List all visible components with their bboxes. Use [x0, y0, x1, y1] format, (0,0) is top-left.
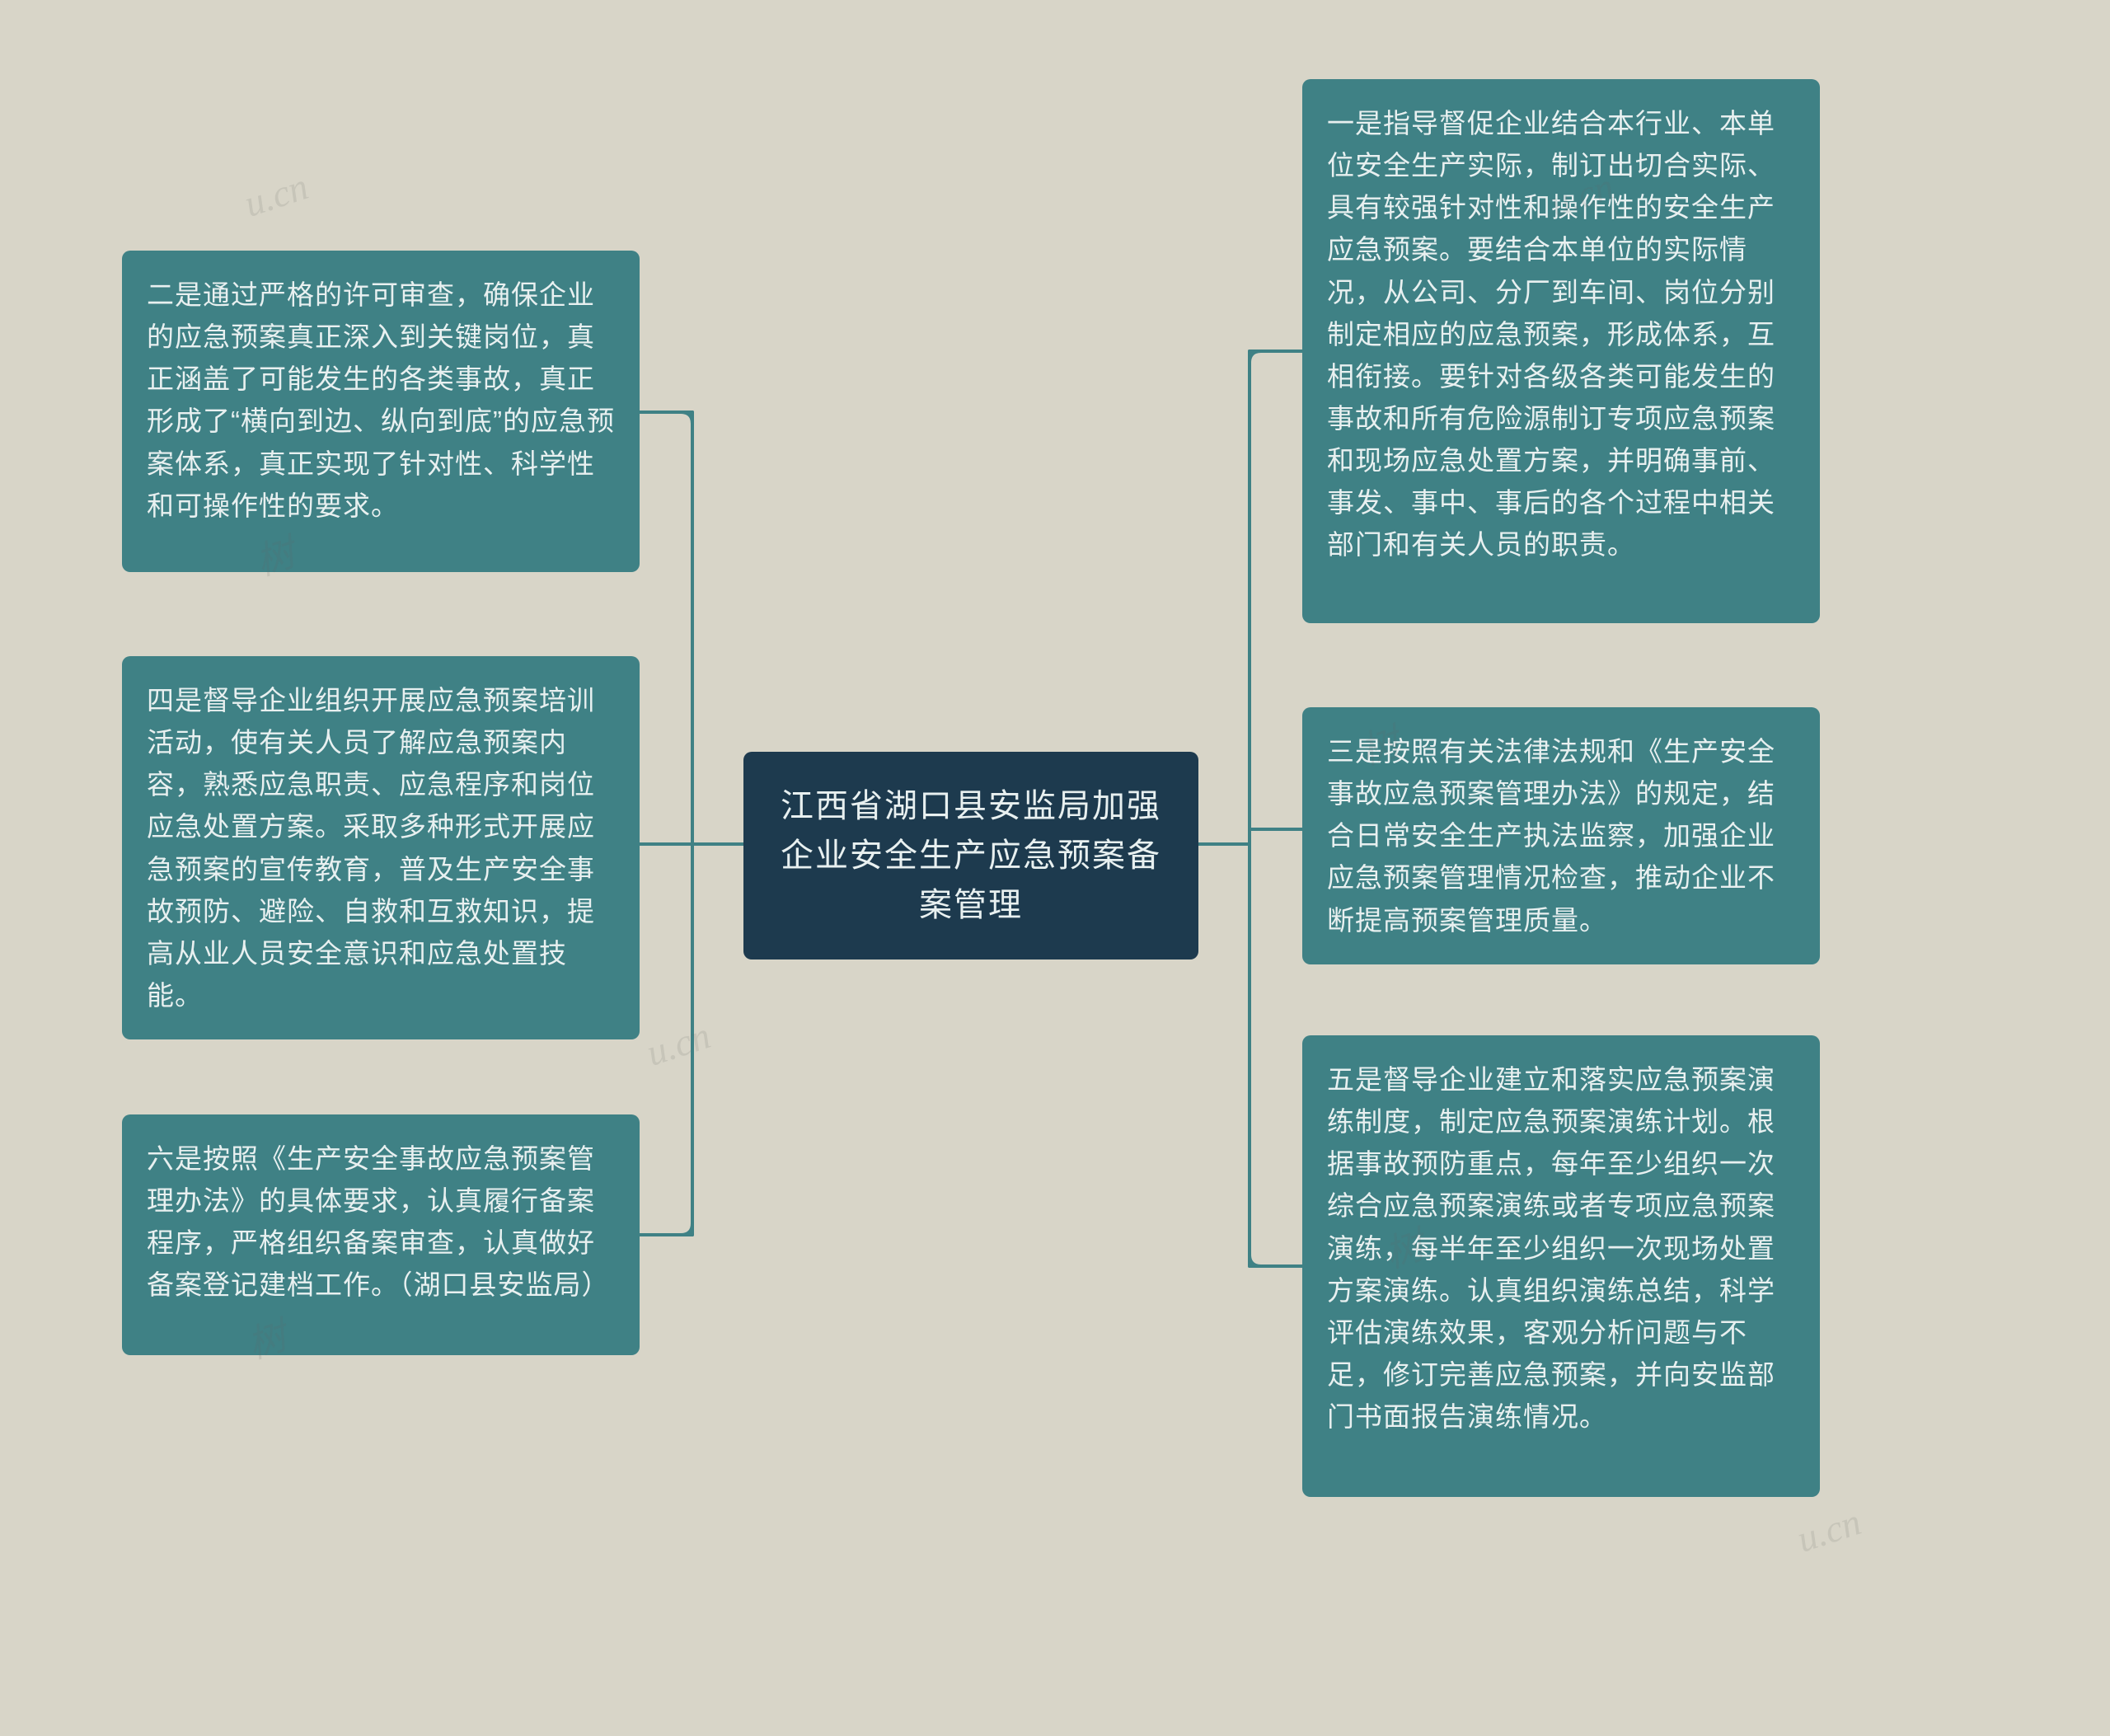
center-topic-text: 江西省湖口县安监局加强企业安全生产应急预案备案管理 — [781, 788, 1161, 923]
branch-left-3[interactable]: 六是按照《生产安全事故应急预案管理办法》的具体要求，认真履行备案程序，严格组织备… — [122, 1114, 640, 1355]
watermark-text: u.cn — [239, 164, 313, 225]
mindmap-canvas: 江西省湖口县安监局加强企业安全生产应急预案备案管理 二是通过严格的许可审查，确保… — [0, 0, 2110, 1736]
branch-left-2[interactable]: 四是督导企业组织开展应急预案培训活动，使有关人员了解应急预案内容，熟悉应急职责、… — [122, 656, 640, 1039]
branch-right-1[interactable]: 一是指导督促企业结合本行业、本单位安全生产实际，制订出切合实际、具有较强针对性和… — [1302, 79, 1820, 623]
center-topic[interactable]: 江西省湖口县安监局加强企业安全生产应急预案备案管理 — [743, 752, 1198, 959]
branch-text: 五是督导企业建立和落实应急预案演练制度，制定应急预案演练计划。根据事故预防重点，… — [1327, 1064, 1775, 1432]
branch-text: 三是按照有关法律法规和《生产安全事故应急预案管理办法》的规定，结合日常安全生产执… — [1327, 736, 1775, 936]
branch-right-3[interactable]: 五是督导企业建立和落实应急预案演练制度，制定应急预案演练计划。根据事故预防重点，… — [1302, 1035, 1820, 1497]
branch-right-2[interactable]: 三是按照有关法律法规和《生产安全事故应急预案管理办法》的规定，结合日常安全生产执… — [1302, 707, 1820, 964]
branch-text: 一是指导督促企业结合本行业、本单位安全生产实际，制订出切合实际、具有较强针对性和… — [1327, 108, 1775, 560]
branch-text: 四是督导企业组织开展应急预案培训活动，使有关人员了解应急预案内容，熟悉应急职责、… — [147, 685, 595, 1011]
branch-text: 二是通过严格的许可审查，确保企业的应急预案真正深入到关键岗位，真正涵盖了可能发生… — [147, 279, 615, 521]
watermark-text: u.cn — [1792, 1499, 1866, 1560]
branch-text: 六是按照《生产安全事故应急预案管理办法》的具体要求，认真履行备案程序，严格组织备… — [147, 1143, 610, 1300]
branch-left-1[interactable]: 二是通过严格的许可审查，确保企业的应急预案真正深入到关键岗位，真正涵盖了可能发生… — [122, 251, 640, 572]
watermark-text: u.cn — [641, 1013, 715, 1074]
